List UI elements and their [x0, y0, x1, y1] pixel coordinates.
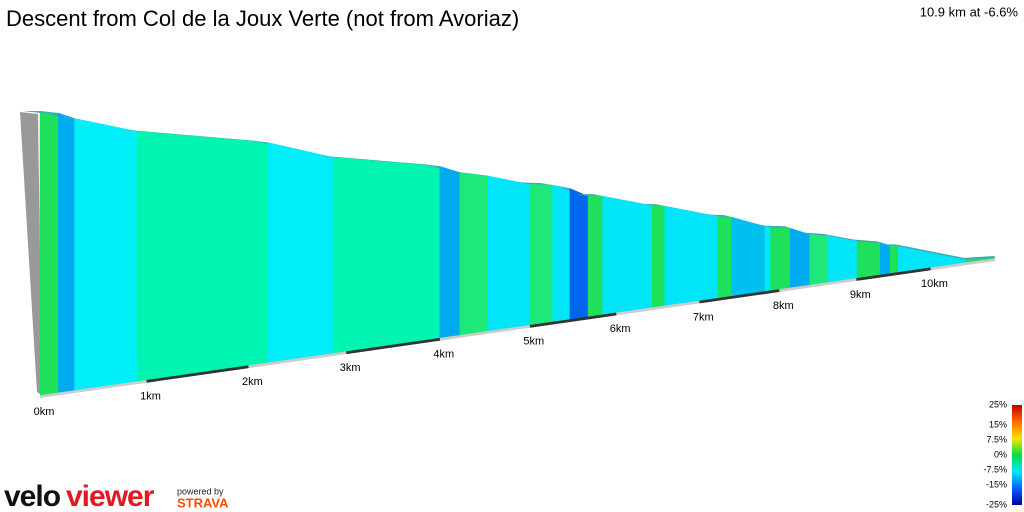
segment-face [764, 226, 771, 292]
segment-top [887, 244, 899, 247]
segment-top [643, 203, 665, 207]
x-tick-label: 8km [773, 300, 794, 312]
segment [57, 116, 138, 391]
segment-face [652, 205, 666, 308]
colorbar [1012, 405, 1022, 505]
left-face [20, 112, 42, 395]
x-tick-label: 9km [850, 289, 871, 301]
logo-velo: velo [4, 480, 61, 512]
segment-top [896, 244, 966, 260]
segment [592, 194, 653, 315]
x-tick-label: 0km [34, 406, 55, 418]
annotation: 10.9 km at -6.6% [920, 4, 1019, 19]
km-stripe [146, 364, 249, 383]
segment-top [804, 232, 829, 236]
segment-face [717, 216, 732, 299]
segment-face [459, 172, 489, 336]
segment [853, 239, 881, 279]
x-tick-label: 4km [433, 349, 454, 361]
segment-top [823, 233, 858, 242]
segment-top [517, 182, 553, 186]
segment-face [856, 241, 881, 279]
segment-top [709, 214, 732, 218]
segment-face [136, 131, 269, 382]
segment [318, 155, 441, 354]
segment-face [809, 234, 829, 285]
segment [758, 224, 771, 292]
km-stripe [345, 336, 441, 355]
x-tick-label: 6km [610, 323, 631, 335]
x-tick-label: 10km [921, 278, 948, 290]
segment-face [333, 157, 441, 354]
segment [823, 233, 858, 283]
segment-face [889, 246, 899, 274]
segment-top [577, 194, 603, 197]
segment [656, 204, 719, 306]
segment-face [880, 243, 891, 275]
colorbar-tick-label: -15% [986, 479, 1007, 489]
logo-viewer: viewer [66, 480, 155, 512]
segment-face [74, 118, 138, 391]
segment-face [439, 166, 461, 338]
x-tick-label: 7km [693, 311, 714, 323]
segment-face [487, 175, 531, 332]
powered-by: powered by [177, 486, 224, 496]
segment-face [602, 195, 653, 315]
segment-face [731, 216, 766, 297]
x-tick-label: 2km [242, 376, 263, 388]
chart-title: Descent from Col de la Joux Verte (not f… [6, 6, 519, 31]
km-stripe [855, 266, 931, 281]
segment-face [39, 112, 59, 396]
colorbar-tick-label: 7.5% [986, 434, 1007, 444]
strava-logo: STRAVA [177, 495, 229, 510]
segment-face [964, 257, 996, 263]
colorbar-tick-label: -25% [986, 499, 1007, 509]
segment-face [770, 227, 791, 291]
segment [963, 256, 996, 263]
segment-face [789, 227, 810, 288]
segment-top [853, 239, 881, 244]
segment-face [587, 195, 603, 317]
x-tick-label: 5km [523, 336, 544, 348]
segment-face [529, 184, 553, 326]
segment-face [58, 112, 75, 393]
colorbar-tick-label: -7.5% [983, 464, 1007, 474]
segment-face [664, 205, 719, 306]
segment-face [268, 142, 334, 363]
km-stripe [529, 311, 617, 328]
segment-top [963, 256, 995, 260]
colorbar-tick-label: 15% [989, 419, 1007, 429]
x-tick-label: 1km [140, 391, 161, 403]
colorbar-tick-label: 25% [989, 399, 1007, 409]
segment-face [569, 188, 589, 320]
segment-face [552, 184, 571, 322]
x-tick-label: 3km [340, 362, 361, 374]
colorbar-tick-label: 0% [994, 449, 1007, 459]
segment-face [827, 235, 858, 283]
km-stripe [699, 287, 780, 304]
segment [120, 129, 269, 382]
segment [446, 170, 489, 336]
